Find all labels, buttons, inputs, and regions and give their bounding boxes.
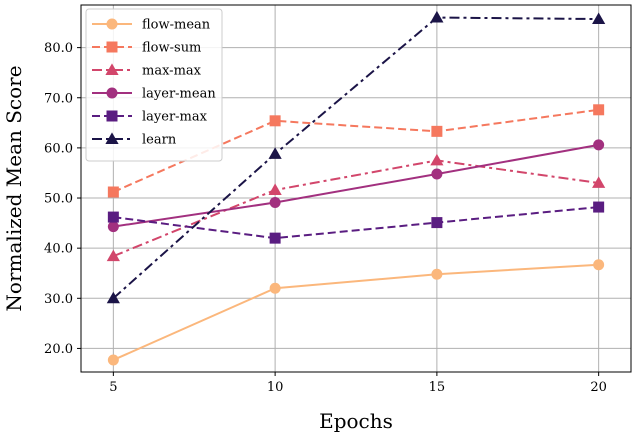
legend-label-flow-sum: flow-sum (142, 41, 201, 56)
legend-label-flow-mean: flow-mean (142, 18, 211, 33)
y-tick-label: 30.0 (44, 292, 73, 307)
data-point-layer-max (269, 232, 281, 244)
y-tick-label: 70.0 (44, 91, 73, 106)
data-point-max-max (268, 183, 282, 195)
y-tick-label: 60.0 (44, 141, 73, 156)
legend-label-max-max: max-max (142, 64, 202, 79)
data-point-layer-max (593, 201, 605, 213)
y-tick-label: 40.0 (44, 242, 73, 257)
legend-marker-flow-sum (106, 41, 118, 53)
data-point-max-max (592, 176, 606, 188)
data-point-max-max (430, 153, 444, 166)
y-tick-label: 50.0 (44, 192, 73, 207)
data-point-learn (430, 10, 444, 23)
series-line-flow-mean (112, 263, 599, 361)
x-axis-title: Epochs (319, 409, 393, 433)
data-point-layer-mean (431, 168, 443, 180)
legend-marker-layer-max (106, 110, 118, 122)
plot-frame (80, 4, 632, 373)
y-axis-title: Normalized Mean Score (2, 65, 26, 311)
y-tick-label: 80.0 (44, 41, 73, 56)
series-line-learn (112, 16, 599, 300)
data-point-flow-sum (431, 125, 443, 137)
data-point-flow-sum (269, 115, 281, 127)
y-tick-label: 20.0 (44, 342, 73, 357)
data-point-flow-mean (107, 354, 119, 366)
x-tick-label: 20 (590, 380, 607, 395)
series-markers (106, 10, 606, 366)
data-point-layer-mean (269, 197, 281, 209)
data-point-layer-mean (593, 139, 605, 151)
legend-marker-learn (105, 132, 119, 144)
y-axis-ticks: 20.0 30.0 40.0 50.0 60.0 70.0 80.0 (44, 41, 81, 357)
legend: flow-mean flow-sum max-max layer-mean layer-… (85, 8, 223, 162)
data-point-layer-max (107, 211, 119, 223)
legend-marker-flow-mean (106, 18, 118, 30)
x-axis-ticks: 5 10 15 20 (109, 372, 607, 395)
series-line-layer-mean (113, 143, 599, 228)
legend-marker-max-max (105, 63, 119, 75)
data-point-flow-mean (431, 268, 443, 280)
legend-label-layer-mean: layer-mean (142, 87, 216, 102)
legend-label-layer-max: layer-max (142, 110, 208, 125)
data-point-layer-max (431, 217, 443, 229)
data-point-layer-mean (107, 221, 119, 233)
x-tick-label: 10 (267, 380, 284, 395)
legend-label-learn: learn (142, 133, 177, 148)
data-point-flow-sum (593, 104, 605, 116)
legend-marker-layer-mean (106, 87, 118, 99)
x-tick-label: 5 (109, 380, 117, 395)
data-point-flow-sum (107, 186, 119, 198)
data-point-learn (592, 12, 606, 24)
x-tick-label: 15 (429, 380, 446, 395)
data-point-learn (106, 291, 120, 304)
data-point-flow-mean (593, 259, 605, 271)
data-point-flow-mean (269, 282, 281, 294)
series-line-max-max (112, 159, 599, 258)
series-lines (112, 16, 599, 361)
data-point-learn (268, 147, 282, 159)
series-line-layer-max (113, 206, 599, 240)
data-point-max-max (106, 249, 120, 262)
